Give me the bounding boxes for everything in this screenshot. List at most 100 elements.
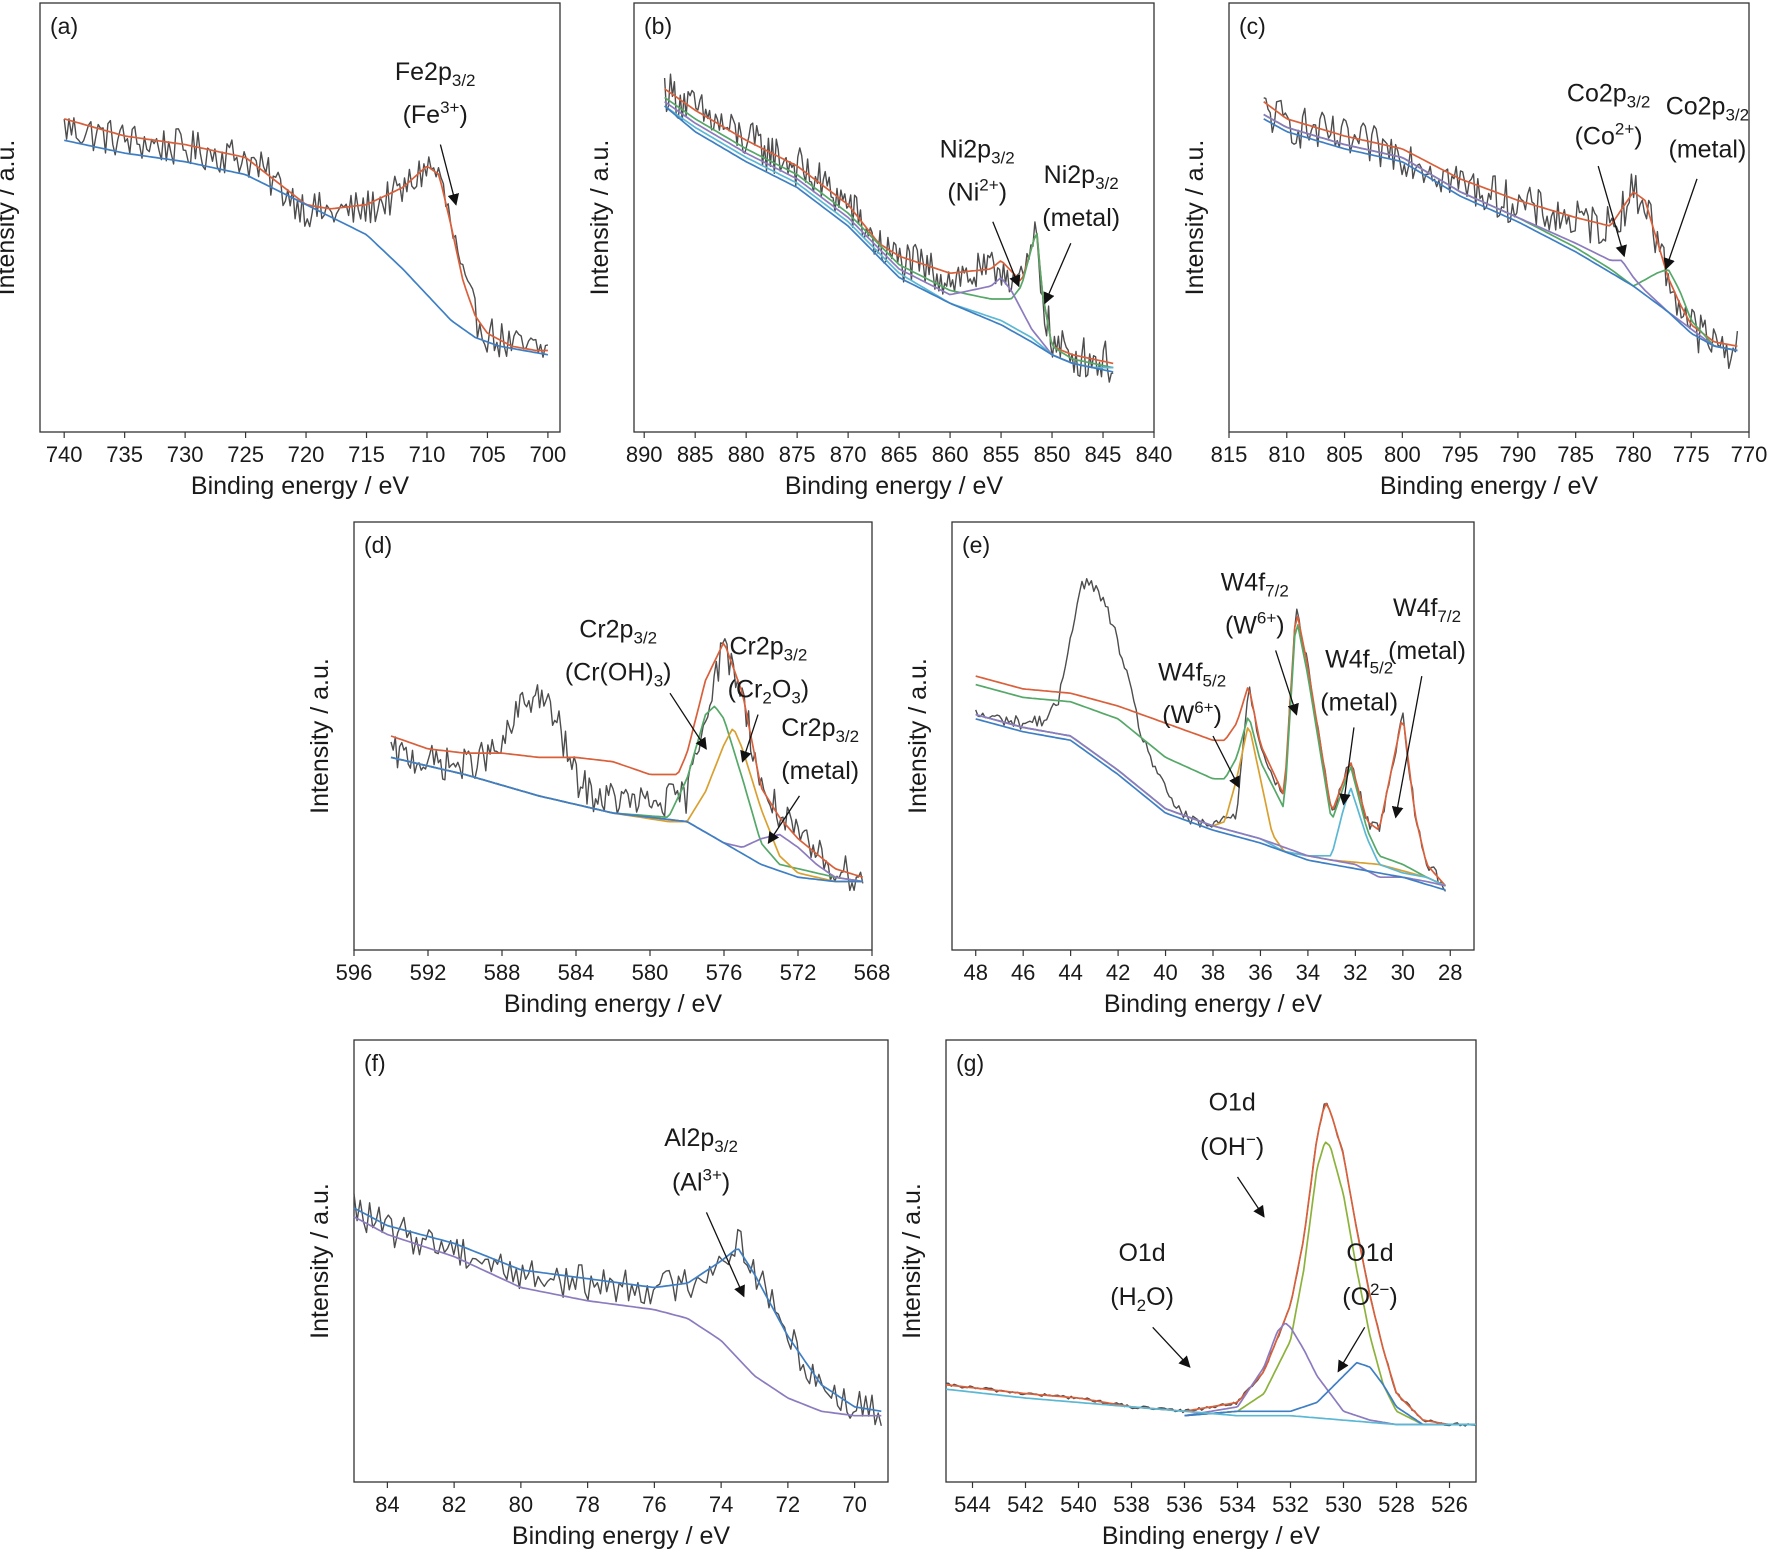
annotation-superscript: 6+	[1257, 608, 1276, 627]
y-axis-title: Intensity / a.u.	[586, 140, 614, 296]
x-tick-label: 815	[1211, 442, 1248, 467]
raw-spectrum-line	[63, 117, 549, 358]
annotation-arrow	[992, 221, 1021, 288]
annotation-text: Ni2p	[1044, 161, 1095, 189]
panel-g: 544 542 540 538 536 534 532 530 528 526 Binding en…	[898, 1039, 1477, 1550]
plot-frame	[633, 2, 1155, 433]
panel-label: (a)	[50, 13, 78, 39]
annotation-text: )	[801, 675, 809, 703]
fit-curve-purple	[1263, 113, 1738, 352]
annotation-text: Co2p	[1666, 93, 1726, 121]
x-tick-label: 568	[854, 960, 891, 985]
x-tick-label: 840	[1136, 442, 1173, 467]
y-axis-title: Intensity / a.u.	[904, 658, 932, 814]
annotation-text: )	[1276, 611, 1284, 639]
peak-annotation: (Co2+)	[1575, 120, 1643, 151]
raw-spectrum-line	[353, 1193, 882, 1426]
annotation-superscript: −	[1246, 1130, 1256, 1149]
x-tick-label: 720	[288, 442, 325, 467]
peak-annotation: (O2−)	[1342, 1280, 1398, 1311]
annotation-subscript: 3/2	[1725, 106, 1749, 125]
peak-annotation: (metal)	[1042, 204, 1120, 232]
annotation-text: Ni2p	[940, 135, 991, 163]
peak-annotation: (W6+)	[1162, 698, 1222, 729]
x-tick-label: 536	[1166, 1492, 1203, 1517]
peak-annotation: Ni2p3/2	[1044, 161, 1119, 193]
peak-annotation: Co2p3/2	[1666, 93, 1749, 125]
peak-annotation: (metal)	[1388, 637, 1466, 665]
x-tick-label: 845	[1085, 442, 1122, 467]
annotation-text: (metal)	[1388, 637, 1466, 665]
annotation-arrow	[1275, 650, 1299, 716]
annotation-text: (O	[1342, 1283, 1370, 1311]
fit-curve-cyan	[945, 1388, 1476, 1426]
fit-curve-cyan	[664, 105, 1114, 369]
panel-label: (f)	[364, 1050, 386, 1076]
annotation-text: O1d	[1118, 1239, 1165, 1267]
annotation-subscript: 3/2	[633, 629, 657, 648]
x-tick-label: 534	[1219, 1492, 1256, 1517]
panel-label: (b)	[644, 13, 672, 39]
fit-curve-envelope	[63, 117, 548, 352]
panel-label: (e)	[962, 532, 990, 558]
peak-annotation: (metal)	[781, 757, 859, 785]
annotation-arrow	[439, 144, 460, 206]
x-tick-label: 76	[642, 1492, 666, 1517]
annotation-superscript: 3+	[703, 1165, 722, 1184]
annotation-text: Al2p	[664, 1124, 714, 1152]
annotation-text: (Al	[672, 1168, 703, 1196]
x-tick-label: 870	[830, 442, 867, 467]
x-tick-label: 526	[1431, 1492, 1468, 1517]
x-tick-label: 775	[1673, 442, 1710, 467]
fit-curve-purple	[664, 100, 1114, 369]
x-tick-label: 860	[932, 442, 969, 467]
annotation-text: Cr2p	[729, 633, 783, 661]
x-tick-label: 795	[1442, 442, 1479, 467]
annotation-subscript: 3	[654, 671, 663, 690]
annotation-text: )	[1256, 1133, 1264, 1161]
x-tick-label: 780	[1615, 442, 1652, 467]
x-tick-label: 38	[1201, 960, 1225, 985]
x-tick-label: 790	[1500, 442, 1537, 467]
peak-annotation: Al2p3/2	[664, 1124, 738, 1156]
y-axis-title: Intensity / a.u.	[0, 140, 20, 296]
annotation-text: )	[1214, 701, 1222, 729]
peak-annotation: (Cr2O3)	[728, 675, 809, 707]
panel-c: 815 810 805 800 795 790 785 780 775 770 Binding en…	[1181, 2, 1767, 500]
x-axis-title: Binding energy / eV	[191, 472, 410, 500]
annotation-text: W4f	[1393, 594, 1438, 622]
peak-annotation: Co2p3/2	[1567, 80, 1650, 112]
x-tick-label: 40	[1153, 960, 1177, 985]
fit-curve-green	[664, 96, 1114, 369]
annotation-text: (metal)	[1320, 688, 1398, 716]
x-tick-label: 544	[954, 1492, 991, 1517]
annotation-text: (Ni	[947, 178, 979, 206]
x-tick-label: 785	[1557, 442, 1594, 467]
peak-annotation: (Fe3+)	[403, 98, 468, 129]
fit-curve-envelope	[390, 642, 864, 879]
fit-curve-background	[390, 756, 863, 883]
x-tick-label: 710	[409, 442, 446, 467]
peak-annotation: Ni2p3/2	[940, 135, 1015, 167]
x-tick-label: 584	[558, 960, 595, 985]
x-tick-label: 576	[706, 960, 743, 985]
fit-curve-envelope	[945, 1102, 1476, 1426]
x-tick-label: 705	[469, 442, 506, 467]
fit-curve-purple	[1184, 1322, 1450, 1426]
annotation-text: W4f	[1325, 646, 1370, 674]
x-axis-title: Binding energy / eV	[1380, 472, 1599, 500]
annotation-subscript: 3/2	[1627, 93, 1651, 112]
annotation-arrow	[1663, 178, 1698, 271]
annotation-arrow	[1152, 1326, 1191, 1368]
raw-spectrum-line	[975, 578, 1447, 892]
annotation-text: Cr2p	[579, 616, 633, 644]
x-tick-label: 530	[1325, 1492, 1362, 1517]
peak-annotation: (Ni2+)	[947, 175, 1007, 206]
peak-annotation: (H2O)	[1110, 1283, 1174, 1315]
fit-curve-envelope	[975, 615, 1447, 887]
x-tick-label: 580	[632, 960, 669, 985]
annotation-subscript: 3/2	[784, 646, 808, 665]
x-tick-label: 74	[709, 1492, 733, 1517]
annotation-text: (metal)	[1669, 135, 1747, 163]
annotation-text: (Cr	[728, 675, 763, 703]
